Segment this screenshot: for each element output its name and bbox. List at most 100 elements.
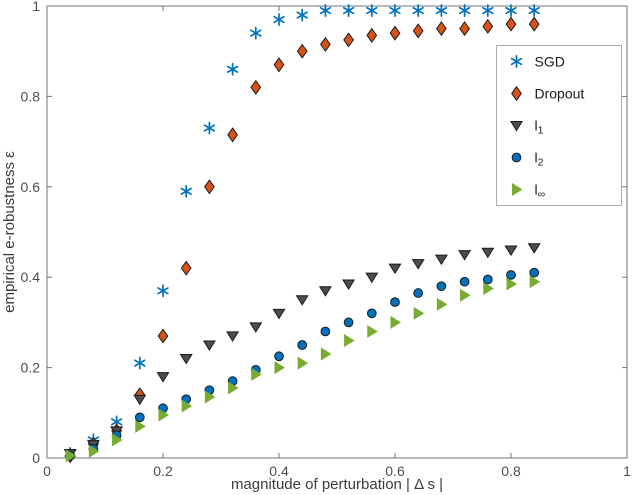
data-point-dropout [459, 21, 470, 37]
data-point-dropout [320, 36, 331, 53]
data-point-l1 [481, 247, 495, 259]
data-point-l2 [320, 326, 331, 337]
data-point-sgd [458, 4, 471, 17]
data-point-l1 [249, 322, 263, 333]
x-tick-label: 0.4 [269, 463, 289, 479]
data-point-dropout [157, 328, 169, 344]
data-point-linf [436, 297, 448, 311]
legend-item-sgd: SGD [510, 54, 565, 70]
data-point-l2 [482, 274, 493, 285]
data-point-dropout [273, 57, 285, 73]
legend-marker-sgd [510, 55, 523, 68]
data-point-sgd [250, 26, 262, 40]
data-point-l1 [202, 340, 216, 351]
data-point-sgd [226, 62, 239, 76]
data-point-dropout [180, 260, 192, 276]
data-point-l2 [436, 281, 447, 292]
y-tick-label: 0.2 [21, 360, 41, 376]
y-tick-label: 0.6 [21, 179, 41, 195]
data-point-sgd [435, 4, 448, 17]
data-point-linf [413, 306, 425, 320]
data-point-l2 [134, 412, 145, 423]
x-axis-label: magnitude of perturbation | Δ s | [231, 476, 443, 493]
data-point-linf [204, 390, 216, 404]
data-point-l1 [411, 259, 425, 270]
data-point-linf [506, 277, 517, 291]
y-tick-label: 0.4 [21, 269, 41, 285]
data-point-linf [274, 361, 285, 375]
y-tick-label: 0 [32, 450, 40, 466]
data-point-dropout [227, 127, 238, 143]
legend-marker-l1 [510, 120, 523, 132]
data-point-sgd [273, 13, 285, 27]
data-point-dropout [366, 27, 378, 43]
data-point-sgd [412, 4, 424, 17]
data-point-sgd [342, 4, 355, 17]
data-point-l1 [365, 272, 379, 284]
data-point-dropout [296, 43, 308, 59]
data-point-linf [529, 275, 541, 289]
data-point-linf [344, 333, 355, 347]
legend-marker-dropout [511, 85, 522, 102]
data-point-l2 [274, 351, 284, 362]
legend-label-linf: l∞ [535, 182, 546, 201]
data-point-dropout [343, 32, 354, 48]
data-point-l2 [297, 340, 308, 350]
legend-label-l1: l1 [535, 118, 544, 137]
legend-marker-linf [511, 183, 523, 196]
data-point-sgd [157, 284, 169, 298]
axis-box [46, 5, 628, 459]
x-tick-label: 0.2 [153, 463, 173, 479]
data-point-linf [320, 347, 332, 361]
data-point-sgd [528, 4, 540, 17]
data-point-l2 [390, 297, 400, 307]
data-point-l2 [459, 276, 470, 287]
data-point-sgd [203, 121, 216, 135]
data-point-linf [297, 356, 309, 370]
data-point-sgd [482, 4, 494, 17]
data-point-sgd [505, 4, 517, 17]
y-tick-label: 0.8 [21, 88, 41, 104]
data-point-linf [251, 367, 262, 381]
data-point-linf [460, 288, 471, 302]
data-point-dropout [528, 16, 540, 32]
data-point-linf [390, 315, 401, 329]
data-point-l1 [434, 254, 448, 266]
data-point-l2 [343, 317, 354, 328]
legend-item-dropout: Dropout [511, 85, 585, 102]
data-point-l1 [133, 394, 147, 406]
data-point-dropout [250, 79, 262, 95]
data-point-l2 [413, 288, 424, 298]
data-point-dropout [505, 16, 517, 32]
data-point-sgd [134, 356, 146, 370]
data-point-sgd [296, 8, 308, 22]
legend: SGD Dropout l1 l2 l∞ [496, 45, 622, 206]
data-point-sgd [319, 4, 332, 17]
data-point-l1 [272, 308, 286, 320]
y-axis-label: empirical e-robustness ε [1, 151, 18, 313]
legend-label-dropout: Dropout [535, 86, 585, 102]
legend-label-l2: l2 [535, 150, 544, 169]
x-tick-label: 1 [623, 463, 631, 479]
data-point-linf [158, 408, 169, 422]
series-dropout [64, 16, 540, 464]
data-point-linf [228, 381, 239, 395]
legend-label-sgd: SGD [535, 54, 565, 70]
data-point-linf [88, 444, 100, 458]
data-point-linf [181, 399, 193, 413]
data-point-sgd [180, 184, 192, 198]
data-point-l1 [156, 372, 170, 383]
data-point-dropout [482, 18, 494, 34]
data-point-linf [112, 433, 123, 447]
series-linf [65, 275, 541, 463]
data-point-l1 [318, 286, 332, 297]
data-point-dropout [436, 21, 447, 37]
x-tick-label: 0.8 [501, 463, 521, 479]
x-tick-label: 0 [43, 463, 51, 479]
data-point-l2 [529, 267, 540, 278]
data-point-l2 [506, 270, 516, 280]
data-point-dropout [412, 23, 424, 39]
data-point-l1 [527, 243, 541, 254]
